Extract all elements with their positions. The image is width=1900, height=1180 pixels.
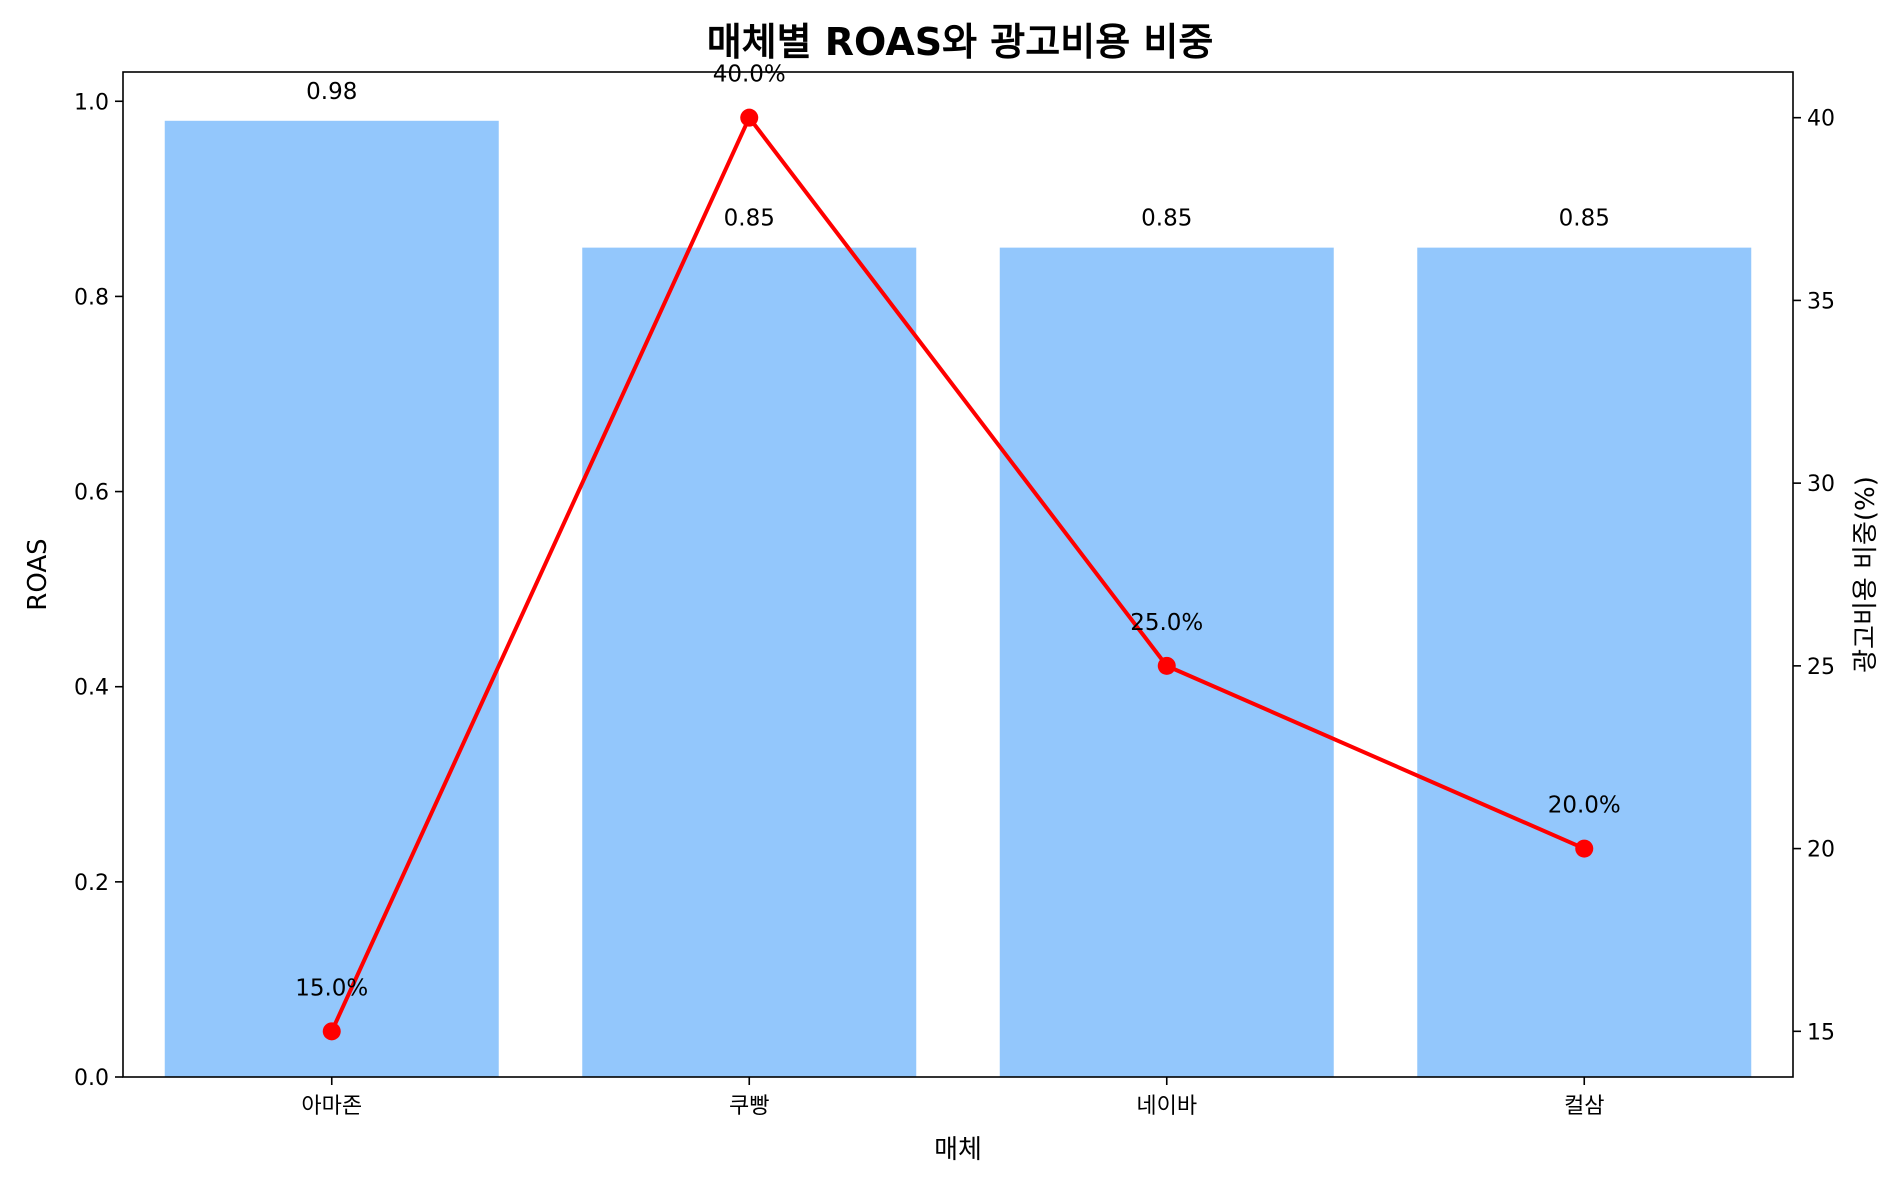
y2-tick-label: 25 xyxy=(1807,655,1835,680)
y2-axis-label: 광고비용 비중(%) xyxy=(1851,476,1881,673)
y-axis-left: 0.0 0.2 0.4 0.6 0.8 1.0 xyxy=(74,90,123,1091)
line-value-label: 20.0% xyxy=(1548,793,1621,819)
x-tick-label: 아마존 xyxy=(301,1094,362,1119)
y2-tick-label: 40 xyxy=(1807,107,1835,132)
x-axis-label: 매체 xyxy=(934,1135,982,1165)
y-tick-label: 0.4 xyxy=(74,676,109,701)
line-point xyxy=(1575,839,1594,858)
y-tick-label: 0.2 xyxy=(74,871,109,896)
y-tick-label: 0.0 xyxy=(74,1066,109,1091)
plot-frame xyxy=(122,71,1794,1078)
line-point xyxy=(322,1022,341,1041)
y2-tick-label: 30 xyxy=(1807,472,1835,497)
x-tick-label: 쿠빵 xyxy=(729,1094,769,1119)
line-value-label: 25.0% xyxy=(1130,610,1203,636)
y-axis-right: 15 20 25 30 35 40 xyxy=(1793,107,1835,1045)
bar-series xyxy=(164,120,1752,1078)
y-tick-label: 0.6 xyxy=(74,481,109,506)
bar xyxy=(582,247,917,1077)
line-value-labels: 15.0% 40.0% 25.0% 20.0% xyxy=(295,62,1621,1002)
bar-value-labels: 0.98 0.85 0.85 0.85 xyxy=(306,79,1610,232)
line-value-label: 15.0% xyxy=(295,975,368,1001)
y2-tick-label: 20 xyxy=(1807,838,1835,863)
y2-tick-label: 35 xyxy=(1807,289,1835,314)
bar xyxy=(1417,247,1752,1077)
bar-value-label: 0.98 xyxy=(306,79,357,105)
y-tick-label: 0.8 xyxy=(74,285,109,310)
bar xyxy=(164,120,499,1078)
bar-value-label: 0.85 xyxy=(1559,206,1610,232)
x-axis: 아마존 쿠빵 네이바 컬삼 xyxy=(301,1077,1604,1119)
line-point xyxy=(740,108,759,127)
line-series xyxy=(322,108,1594,1041)
x-tick-label: 컬삼 xyxy=(1564,1094,1604,1119)
line-point xyxy=(1157,656,1176,675)
x-tick-label: 네이바 xyxy=(1136,1094,1197,1119)
bar-value-label: 0.85 xyxy=(1141,206,1192,232)
bar-value-label: 0.85 xyxy=(724,206,775,232)
y2-tick-label: 15 xyxy=(1807,1020,1835,1045)
y-tick-label: 1.0 xyxy=(74,90,109,115)
line-value-label: 40.0% xyxy=(713,62,786,88)
y-axis-label: ROAS xyxy=(23,538,53,610)
chart-title: 매체별 ROAS와 광고비용 비중 xyxy=(707,20,1214,64)
line-path xyxy=(329,115,1586,1033)
